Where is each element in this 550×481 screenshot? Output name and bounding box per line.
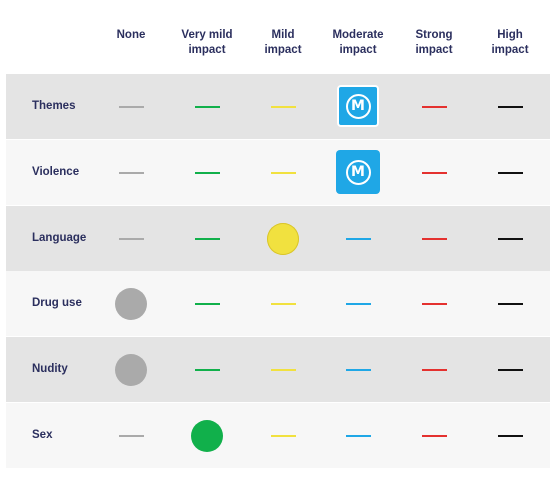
- scale-dash-none: [119, 172, 144, 174]
- category-row-violence: Violence M: [6, 140, 550, 205]
- scale-dash-none: [119, 435, 144, 437]
- category-label: Themes: [32, 100, 76, 112]
- scale-dash-high: [498, 106, 523, 108]
- scale-dash-very-mild: [195, 238, 220, 240]
- scale-dash-very-mild: [195, 303, 220, 305]
- scale-dash-mild: [271, 369, 296, 371]
- scale-dash-mild: [271, 106, 296, 108]
- rating-dot-none: [115, 288, 147, 320]
- scale-dash-none: [119, 106, 144, 108]
- scale-dash-moderate: [346, 435, 371, 437]
- badge-letter: M: [345, 93, 371, 119]
- category-label: Nudity: [32, 363, 68, 375]
- category-row-drug-use: Drug use: [6, 271, 550, 336]
- category-row-language: Language: [6, 206, 550, 271]
- column-header-line: Strong: [415, 29, 453, 41]
- column-header-line: None: [116, 29, 146, 41]
- rating-dot-very-mild: [191, 420, 223, 452]
- scale-dash-very-mild: [195, 172, 220, 174]
- column-header-line: impact: [339, 44, 377, 56]
- column-header-moderate-impact: Moderate impact: [320, 28, 396, 58]
- column-header-very-mild-impact: Very mild impact: [169, 28, 245, 58]
- scale-dash-very-mild: [195, 369, 220, 371]
- column-header-line: Mild: [271, 29, 295, 41]
- column-header-mild-impact: Mild impact: [245, 28, 321, 58]
- category-label: Violence: [32, 166, 80, 178]
- category-label: Drug use: [32, 297, 82, 309]
- scale-dash-none: [119, 238, 144, 240]
- scale-dash-strong: [422, 303, 447, 305]
- category-row-themes: Themes M: [6, 74, 550, 139]
- scale-dash-strong: [422, 172, 447, 174]
- rating-dot-mild: [267, 223, 299, 255]
- category-label: Language: [32, 232, 87, 244]
- category-row-nudity: Nudity: [6, 337, 550, 402]
- category-row-sex: Sex: [6, 403, 550, 468]
- scale-dash-moderate: [346, 369, 371, 371]
- column-header-line: impact: [415, 44, 453, 56]
- scale-dash-moderate: [346, 303, 371, 305]
- scale-dash-strong: [422, 106, 447, 108]
- scale-dash-high: [498, 435, 523, 437]
- scale-dash-strong: [422, 435, 447, 437]
- badge-letter: M: [345, 159, 371, 185]
- scale-dash-strong: [422, 238, 447, 240]
- rating-dot-none: [115, 354, 147, 386]
- scale-dash-high: [498, 303, 523, 305]
- scale-dash-strong: [422, 369, 447, 371]
- rating-badge-icon: M: [337, 85, 379, 127]
- column-header-high-impact: High impact: [472, 28, 548, 58]
- scale-dash-very-mild: [195, 106, 220, 108]
- column-header-line: impact: [491, 44, 529, 56]
- column-header-line: impact: [264, 44, 302, 56]
- column-header-none: None: [93, 28, 169, 43]
- impact-rating-grid: None Very mild impact Mild impact Moderate imp…: [6, 0, 550, 481]
- scale-dash-mild: [271, 172, 296, 174]
- column-header-line: impact: [188, 44, 226, 56]
- column-header-line: Moderate: [332, 29, 384, 41]
- column-header-row: None Very mild impact Mild impact Moderate imp…: [6, 0, 550, 74]
- scale-dash-moderate: [346, 238, 371, 240]
- rating-badge-icon: M: [336, 150, 380, 194]
- scale-dash-high: [498, 369, 523, 371]
- scale-dash-mild: [271, 303, 296, 305]
- column-header-line: High: [497, 29, 523, 41]
- scale-dash-high: [498, 238, 523, 240]
- column-header-strong-impact: Strong impact: [396, 28, 472, 58]
- column-header-line: Very mild: [181, 29, 233, 41]
- scale-dash-mild: [271, 435, 296, 437]
- category-label: Sex: [32, 429, 53, 441]
- scale-dash-high: [498, 172, 523, 174]
